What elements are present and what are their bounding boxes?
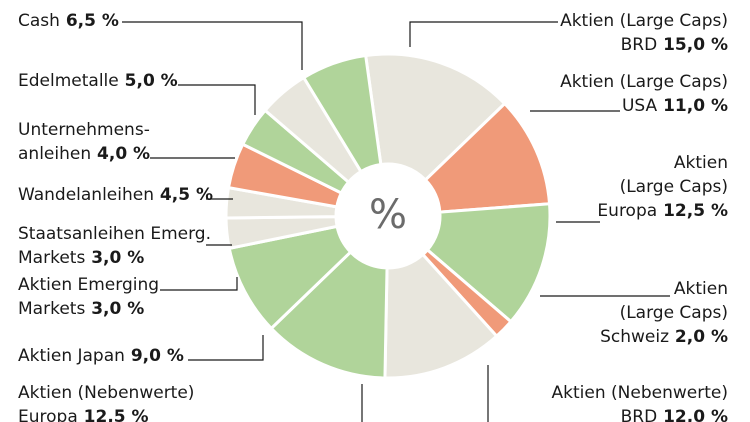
slice-label-edelmetalle: Edelmetalle 5,0 % xyxy=(18,71,178,91)
center-percent-label: % xyxy=(369,192,407,238)
slice-aktien-nebenwerte-brd xyxy=(383,252,499,380)
slice-aktien-large-caps-europa xyxy=(425,202,552,324)
slice-label-unternehmens-anleihen: Unternehmens-anleihen 4,0 % xyxy=(18,120,150,164)
leader-lines xyxy=(122,21,670,422)
slice-label-wandelanleihen: Wandelanleihen 4,5 % xyxy=(18,185,213,205)
slice-label-cash: Cash 6,5 % xyxy=(18,11,119,31)
leader-line-cash xyxy=(122,21,303,70)
slice-label-aktien-nebenwerte-europa: Aktien (Nebenwerte) Europa 12,5 % xyxy=(18,383,194,422)
slice-label-aktien-nebenwerte-brd: Aktien (Nebenwerte) BRD 12,0 % xyxy=(552,383,728,422)
slice-aktien-nebenwerte-europa xyxy=(269,249,389,380)
donut-slices xyxy=(224,52,552,380)
slice-label-aktien-large-caps-usa: Aktien (Large Caps) USA 11,0 % xyxy=(560,72,728,116)
slice-label-aktien-large-caps-europa: Aktien (Large Caps) Europa 12,5 % xyxy=(597,153,728,221)
leader-line-aktien-emerging-markets xyxy=(160,277,238,291)
leader-line-aktien-large-caps-brd xyxy=(409,21,558,47)
slice-label-aktien-emerging-markets: Aktien Emerging Markets 3,0 % xyxy=(18,275,159,319)
slice-labels: Aktien (Large Caps) BRD 15,0 % Aktien (Lar… xyxy=(18,11,728,422)
slice-aktien-large-caps-usa xyxy=(423,101,552,214)
slice-label-aktien-large-caps-brd: Aktien (Large Caps) BRD 15,0 % xyxy=(560,11,728,55)
slice-cash xyxy=(301,53,383,174)
slice-label-aktien-large-caps-schweiz: Aktien (Large Caps) Schweiz 2,0 % xyxy=(600,279,728,347)
leader-line-edelmetalle xyxy=(178,84,256,115)
slice-label-aktien-japan: Aktien Japan 9,0 % xyxy=(18,346,184,366)
leader-line-aktien-japan xyxy=(188,335,264,361)
slice-label-staatsanleihen-emerg-markets: Staatsanleihen Emerg. Markets 3,0 % xyxy=(18,224,211,268)
slice-aktien-large-caps-brd xyxy=(363,52,507,183)
